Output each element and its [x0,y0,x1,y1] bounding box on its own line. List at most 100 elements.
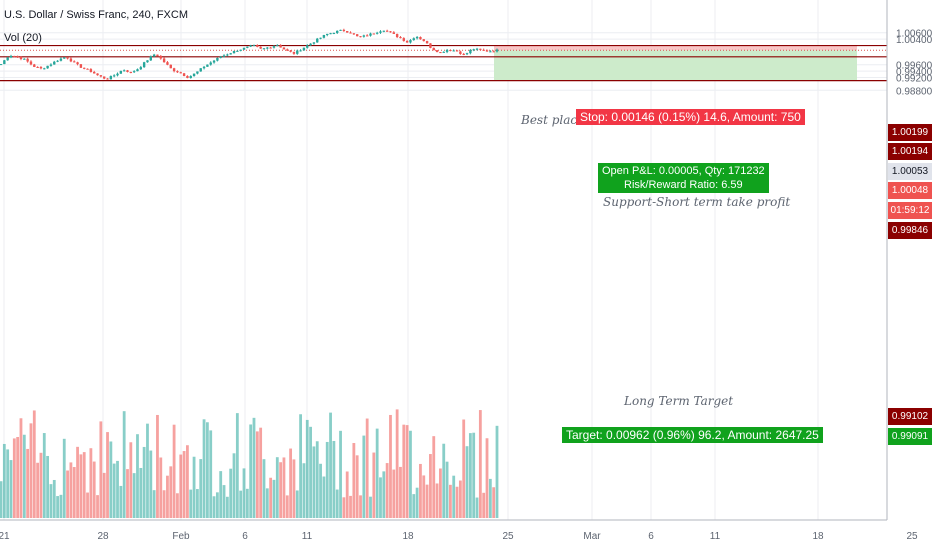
candle-body [196,71,199,74]
volume-bar [285,495,289,518]
candle-body [272,46,276,48]
candle-body [359,36,362,38]
candle-body [382,30,386,32]
candle-body [395,33,399,38]
stop-tag[interactable]: Stop: 0.00146 (0.15%) 14.6, Amount: 750 [576,109,805,125]
candle-body [229,53,232,55]
volume-bar [439,468,442,518]
volume-bar [299,414,302,518]
candle-body [459,51,462,54]
candle-body [209,62,212,65]
volume-bar [352,443,356,518]
candle-body [422,39,425,42]
candle-body [136,69,139,72]
volume-bar [42,433,46,518]
volume-legend[interactable]: Vol (20) [4,32,42,44]
candle-body [19,56,23,59]
candle-body [202,66,206,69]
candle-body [302,47,306,51]
time-axis: 21 28 Feb 6 11 18 25 Mar 6 11 18 25 [0,531,918,542]
volume-bar [295,490,299,518]
candle-body [93,71,96,74]
candle-body [482,49,485,51]
pnl-tag[interactable]: Open P&L: 0.00005, Qty: 171232 Risk/Rewa… [598,163,769,193]
best-place-label: Best plac [521,113,578,127]
volume-bar [315,441,319,518]
candle-body [292,51,296,54]
candle-body [399,37,402,39]
open-pnl-label: Open P&L: 0.00005, Qty: 171232 [602,165,765,177]
volume-bar [232,453,236,518]
volume-bar [82,452,86,518]
candle-body [352,33,356,35]
candle-body [405,40,409,43]
candle-body [319,37,322,39]
candle-body [355,34,359,37]
x-tick-label: 25 [906,531,918,542]
volume-bar [392,469,396,518]
volume-bar [492,487,496,518]
candle-body [186,75,189,79]
volume-bar [359,495,362,518]
volume-bar [448,484,452,518]
candle-body [49,64,53,66]
candle-body [402,38,405,41]
volume-bar [215,492,219,518]
volume-bar [239,490,243,518]
volume-bar [12,438,16,518]
candle-body [439,52,442,54]
volume-bar [329,412,332,518]
candle-body [142,62,146,68]
candle-body [239,49,242,51]
volume-bar [429,454,432,518]
volume-bar [302,463,306,518]
volume-bar [435,483,439,518]
candle-body [429,43,432,48]
candle-body [83,67,86,69]
x-tick-label: 6 [648,531,654,542]
candle-body [415,37,419,39]
candle-body [379,31,382,33]
candle-body [122,70,126,72]
volume-bar [122,411,126,518]
y-tick-label: 0.99600 [896,61,932,72]
candle-body [199,68,202,72]
target-tag[interactable]: Target: 0.00962 (0.96%) 96.2, Amount: 26… [562,427,823,443]
volume-bar [455,486,459,518]
volume-bar [159,457,163,518]
volume-bar [305,419,309,518]
volume-bar [265,488,269,518]
volume-bar [269,477,273,518]
price-badge-target: 0.99091 [888,428,932,445]
symbol-legend[interactable]: U.S. Dollar / Swiss Franc, 240, FXCM [4,9,188,21]
volume-bar [69,462,73,518]
volume-bar [22,434,26,518]
candle-body [39,67,43,69]
volume-bar [222,485,226,518]
candle-body [349,32,352,34]
candle-body [269,47,272,49]
risk-reward-label: Risk/Reward Ratio: 6.59 [624,179,743,191]
candle-body [3,60,6,65]
candle-body [412,38,415,41]
candle-body [162,58,166,63]
candle-body [365,35,369,37]
volume-bar [209,430,213,518]
volume-bar [495,425,499,518]
volume-bar [66,470,69,518]
volume-bar [169,466,173,518]
candle-body [169,64,172,69]
candle-body [146,60,149,63]
volume-bar [379,477,382,518]
price-badge-support: 0.99846 [888,222,932,239]
volume-bar [146,423,149,518]
volume-bar [332,440,336,518]
x-tick-label: 21 [0,531,10,542]
candle-body [465,53,469,55]
volume-bar [99,421,103,518]
candle-body [6,57,9,61]
candle-body [112,75,116,77]
candle-body [236,50,239,52]
candle-body [149,56,152,61]
